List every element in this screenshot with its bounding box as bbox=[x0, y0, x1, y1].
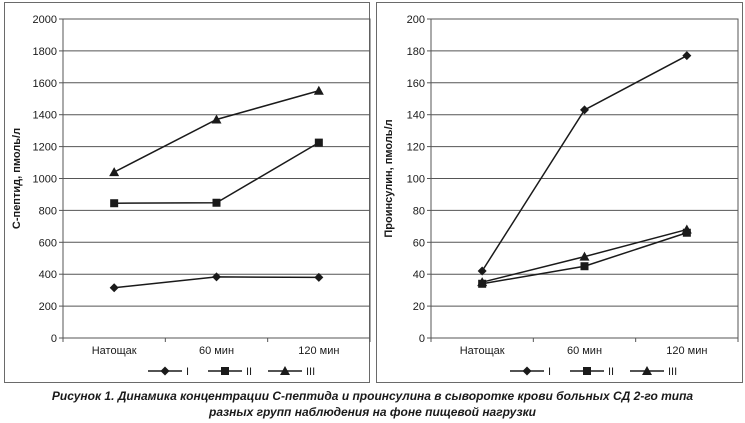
legend-marker bbox=[160, 366, 170, 376]
data-point bbox=[314, 138, 323, 147]
y-tick-label: 600 bbox=[39, 237, 57, 249]
caption-line-1: Рисунок 1. Динамика концентрации С-пепти… bbox=[51, 389, 694, 403]
y-tick-label: 200 bbox=[407, 14, 425, 26]
y-tick-label: 1200 bbox=[33, 142, 57, 154]
x-tick-label: Натощак bbox=[460, 345, 505, 357]
y-tick-label: 400 bbox=[39, 269, 57, 281]
data-point bbox=[580, 105, 589, 115]
y-tick-label: 1400 bbox=[33, 110, 57, 122]
legend-marker bbox=[522, 366, 532, 376]
y-tick-label: 1800 bbox=[33, 46, 57, 58]
c-peptide-plot: 0 200 400 600 800 1000 1200 1400 1600 1800 2000 Нат… bbox=[11, 14, 371, 378]
y-tick-label: 160 bbox=[407, 78, 425, 90]
data-point bbox=[477, 277, 488, 287]
y-tick-label: 100 bbox=[407, 174, 425, 186]
x-tick-label: 60 мин bbox=[199, 345, 234, 357]
data-point bbox=[110, 199, 119, 208]
legend-marker bbox=[221, 367, 229, 375]
data-point bbox=[212, 198, 221, 207]
x-tick-label: 120 мин bbox=[298, 345, 339, 357]
data-point bbox=[109, 167, 120, 177]
c-peptide-chart: 0 200 400 600 800 1000 1200 1400 1600 1800 2000 Нат… bbox=[0, 0, 372, 385]
legend: I II III bbox=[510, 366, 677, 378]
y-tick-label: 140 bbox=[407, 110, 425, 122]
y-axis-title: Проинсулин, пмоль/л bbox=[383, 119, 395, 237]
y-tick-label: 2000 bbox=[33, 14, 57, 26]
data-point bbox=[211, 114, 222, 124]
y-tick-label: 180 bbox=[407, 46, 425, 58]
y-tick-label: 120 bbox=[407, 142, 425, 154]
x-tick-label: 120 мин bbox=[666, 345, 707, 357]
series-line bbox=[114, 141, 320, 204]
legend-label: I bbox=[548, 366, 551, 378]
legend-label: III bbox=[306, 366, 315, 378]
y-tick-label: 1600 bbox=[33, 78, 57, 90]
y-tick-label: 20 bbox=[413, 301, 425, 313]
figure-caption: Рисунок 1. Динамика концентрации С-пепти… bbox=[0, 388, 745, 420]
legend-marker bbox=[642, 366, 652, 375]
data-point bbox=[580, 262, 589, 271]
legend-marker bbox=[583, 367, 591, 375]
legend-label: I bbox=[186, 366, 189, 378]
y-tick-label: 800 bbox=[39, 205, 57, 217]
caption-line-2: разных групп наблюдения на фоне пищевой … bbox=[208, 405, 537, 419]
data-point bbox=[313, 85, 324, 95]
y-tick-label: 200 bbox=[39, 301, 57, 313]
proinsulin-chart: 0 20 40 60 80 100 120 140 160 180 200 Натощак 60 мин… bbox=[372, 0, 745, 385]
data-point bbox=[314, 272, 324, 282]
data-point bbox=[477, 266, 487, 276]
x-tick-label: Натощак bbox=[92, 345, 137, 357]
y-tick-label: 40 bbox=[413, 269, 425, 281]
legend-label: II bbox=[608, 366, 614, 378]
series-line bbox=[481, 55, 688, 272]
data-point bbox=[681, 224, 692, 234]
y-tick-label: 80 bbox=[413, 205, 425, 217]
proinsulin-plot: 0 20 40 60 80 100 120 140 160 180 200 Натощак 60 мин… bbox=[383, 14, 739, 378]
data-point bbox=[682, 51, 692, 61]
data-point bbox=[109, 283, 119, 293]
y-axis-title: С-пептид, пмоль/л bbox=[11, 128, 23, 229]
data-point bbox=[212, 272, 221, 282]
data-point bbox=[579, 251, 590, 261]
y-tick-label: 0 bbox=[419, 333, 425, 345]
legend: I II III bbox=[148, 366, 315, 378]
y-tick-label: 60 bbox=[413, 237, 425, 249]
legend-marker bbox=[280, 366, 290, 375]
legend-label: III bbox=[668, 366, 677, 378]
y-tick-label: 1000 bbox=[33, 174, 57, 186]
x-tick-label: 60 мин bbox=[567, 345, 602, 357]
y-tick-label: 0 bbox=[51, 333, 57, 345]
legend-label: II bbox=[246, 366, 252, 378]
